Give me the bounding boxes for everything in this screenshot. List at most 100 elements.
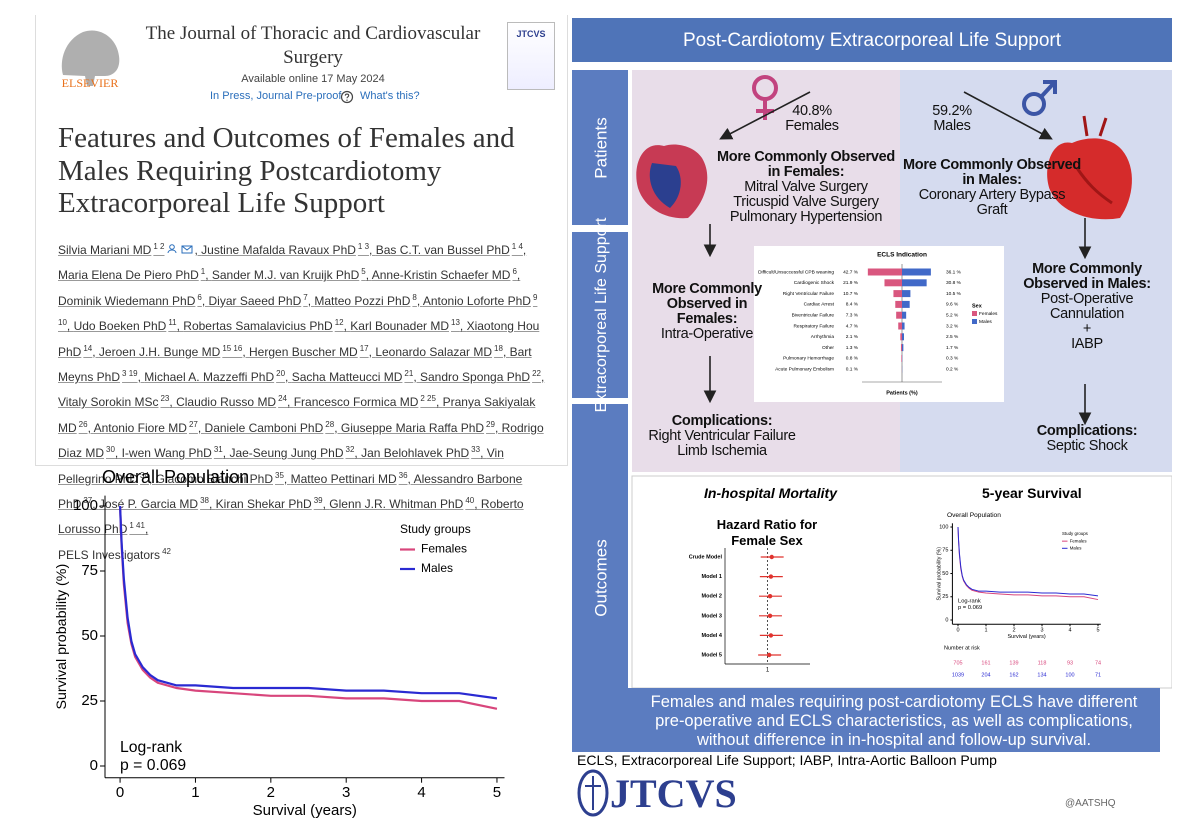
bar (902, 344, 904, 352)
author: Sandro Sponga PhD 22 (420, 369, 544, 384)
bar (893, 290, 902, 298)
affiliation: 13 (451, 318, 460, 328)
category-label: Model 4 (702, 633, 723, 639)
author-name: Glenn J.R. Whitman PhD (329, 497, 464, 512)
legend-label: Males (979, 319, 992, 325)
affiliation: 5 (361, 267, 366, 277)
affiliation: 21 (404, 369, 414, 379)
block-item: Tricuspid Valve Surgery (733, 194, 879, 210)
estimate (767, 613, 773, 618)
author-name: Jeroen J.H. Bunge MD (98, 344, 221, 359)
aats-seal (577, 769, 609, 817)
arrows (703, 91, 1092, 426)
block-item: Mitral Valve Surgery (744, 179, 868, 195)
contact-icons[interactable] (164, 244, 194, 254)
bar (884, 279, 902, 287)
status[interactable]: In Press, Journal Pre-proof (210, 90, 342, 102)
block-item: Limb Ischemia (677, 443, 767, 459)
affiliation: 1 41 (129, 521, 145, 531)
block-item: Septic Shock (1046, 438, 1128, 454)
km-curve (957, 526, 1099, 597)
legend-label: Females (421, 542, 467, 556)
affiliation: 1 3 (357, 242, 370, 251)
female-label: Females (785, 118, 839, 134)
author-name: Kiran Shekar PhD (215, 497, 312, 512)
annotation: p = 0.069 (120, 757, 186, 774)
bar (902, 279, 927, 287)
author-name: Udo Boeken PhD (73, 319, 167, 334)
y-tick-label: 50 (81, 627, 98, 644)
x-axis-label: Survival (years) (1007, 634, 1045, 640)
footnote: ECLS, Extracorporeal Life Support; IABP,… (577, 752, 997, 768)
block-item: Right Ventricular Failure (648, 428, 796, 444)
risk-count: 139 (1009, 660, 1018, 666)
affiliation: 38 (200, 496, 209, 506)
category-label: Arrhythmia (811, 334, 835, 340)
value-label: 4.7 % (846, 323, 859, 329)
whats-this[interactable]: What's this? (360, 90, 420, 102)
info-icon[interactable] (340, 90, 354, 104)
legend-title: Study groups (1062, 531, 1089, 536)
author-name: Matteo Pozzi PhD (314, 293, 411, 308)
author: Jeroen J.H. Bunge MD 15 16 (98, 344, 249, 359)
group-name: PELS Investigators (58, 547, 161, 562)
affiliation: 1 2 (153, 242, 165, 251)
category-label: Respiratory Failure (793, 323, 834, 329)
block-heading: Complications: (671, 413, 773, 429)
bar (902, 268, 931, 276)
block-item: Coronary Artery Bypass Graft (918, 187, 1066, 218)
author: Silvia Mariani MD 1 2 (58, 242, 201, 257)
bar (902, 300, 910, 308)
y-tick-label: 25 (81, 692, 98, 709)
x-tick-label: 1 (766, 668, 770, 674)
category-label: Difficult/Unsuccessful CPB weaning (758, 269, 834, 275)
x-tick-label: 5 (1096, 628, 1099, 634)
block-item: Pulmonary Hypertension (729, 209, 883, 225)
male-symbol (1022, 80, 1057, 116)
value-label: 2.5 % (946, 334, 959, 340)
affiliation: 39 (313, 496, 323, 506)
legend-label: Females (1070, 538, 1088, 543)
author-group: PELS Investigators 42 (58, 541, 550, 566)
author: I-wen Wang PhD 31 (122, 445, 230, 460)
estimate (767, 594, 773, 599)
risk-count: 100 (1065, 672, 1074, 678)
author-name: Silvia Mariani MD (58, 243, 152, 257)
value-label: 2.1 % (846, 334, 859, 340)
author: Udo Boeken PhD 11 (73, 318, 184, 334)
author-name: Xiaotong Hou PhD (58, 319, 540, 359)
category-label: Model 2 (702, 594, 722, 600)
risk-count: 162 (1009, 672, 1018, 678)
journal-cover: JTCVS (507, 22, 555, 90)
category-label: Biventricular Failure (792, 312, 835, 318)
author: Dominik Wiedemann PhD 6 (58, 293, 209, 308)
legend-title: Study groups (400, 522, 471, 536)
author-name: Daniele Camboni PhD (204, 420, 324, 435)
bar (902, 322, 905, 330)
author-name: Dominik Wiedemann PhD (58, 293, 196, 308)
category-label: Model 3 (702, 613, 722, 619)
available-date: Available online 17 May 2024 (241, 73, 385, 85)
x-tick-label: 0 (956, 628, 959, 634)
mortality-heading: In-hospital Mortality (704, 485, 837, 501)
km-curve (118, 505, 498, 700)
author: Maria Elena De Piero PhD 1 (58, 267, 212, 282)
bar (867, 268, 902, 276)
y-tick-label: 75 (81, 562, 98, 579)
author-name: Diyar Saeed PhD (208, 293, 302, 308)
graphical-abstract: Post-Cardiotomy Extracorporeal Life Supp… (572, 18, 1172, 758)
bar (898, 322, 902, 330)
ecls-chart: ECLS Indication Patients (%) Difficult/Uns… (758, 252, 998, 397)
estimate (769, 554, 774, 560)
category-label: Cardiac Arrest (804, 302, 835, 308)
value-label: 8.4 % (846, 302, 859, 308)
risk-count: 118 (1038, 660, 1047, 666)
category-label: Crude Model (689, 554, 723, 560)
author-name: Leonardo Salazar MD (375, 344, 493, 359)
bar (902, 311, 907, 319)
row-label-bg (572, 232, 628, 398)
author: Justine Mafalda Ravaux PhD 1 3 (201, 242, 376, 257)
ga-canvas: Post-Cardiotomy Extracorporeal Life Supp… (572, 18, 1172, 752)
block-item: Intra-Operative (660, 326, 754, 342)
affiliation: 1 4 (511, 242, 523, 251)
